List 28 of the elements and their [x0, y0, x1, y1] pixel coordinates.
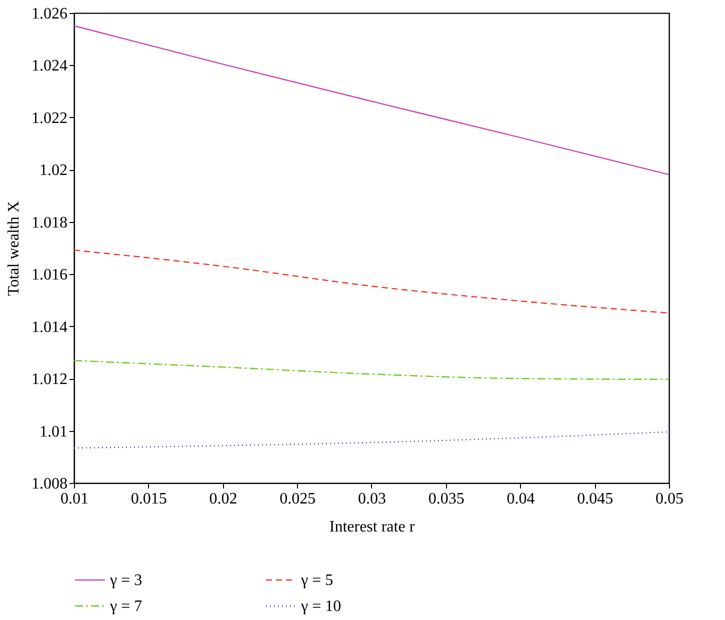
line-series — [73, 25, 670, 176]
x-axis-title: Interest rate r — [329, 518, 416, 536]
y-tick-label: 1.02 — [40, 162, 68, 180]
legend-label: γ = 5 — [300, 572, 334, 589]
x-tick-label: 0.04 — [506, 490, 535, 508]
y-axis-title: Total wealth X — [6, 200, 22, 296]
y-tick-label: 1.01 — [40, 423, 68, 440]
line-series — [73, 431, 670, 449]
y-tick-label: 1.014 — [32, 318, 68, 336]
legend-label: γ = 3 — [109, 572, 142, 589]
y-tick-label: 1.022 — [32, 110, 68, 127]
y-tick-label: 1.018 — [32, 214, 68, 232]
y-tick-label: 1.012 — [32, 371, 68, 388]
legend-label: γ = 7 — [109, 598, 142, 615]
y-tick-label: 1.008 — [32, 476, 68, 492]
x-tick-label: 0.025 — [280, 490, 316, 508]
x-tick-label: 0.03 — [358, 490, 386, 508]
line-series — [73, 360, 670, 380]
x-tick-label: 0.035 — [428, 490, 464, 508]
y-tick-label: 1.024 — [32, 58, 68, 75]
x-tick-label: 0.045 — [577, 490, 614, 508]
x-tick-label: 0.02 — [209, 490, 238, 508]
x-tick-label: 0.01 — [60, 490, 88, 508]
legend-label: γ = 10 — [300, 598, 342, 615]
y-tick-label: 1.026 — [32, 6, 68, 22]
y-tick-label: 1.016 — [32, 266, 68, 284]
x-tick-label: 0.015 — [130, 490, 167, 508]
x-tick-label: 0.05 — [656, 490, 684, 508]
